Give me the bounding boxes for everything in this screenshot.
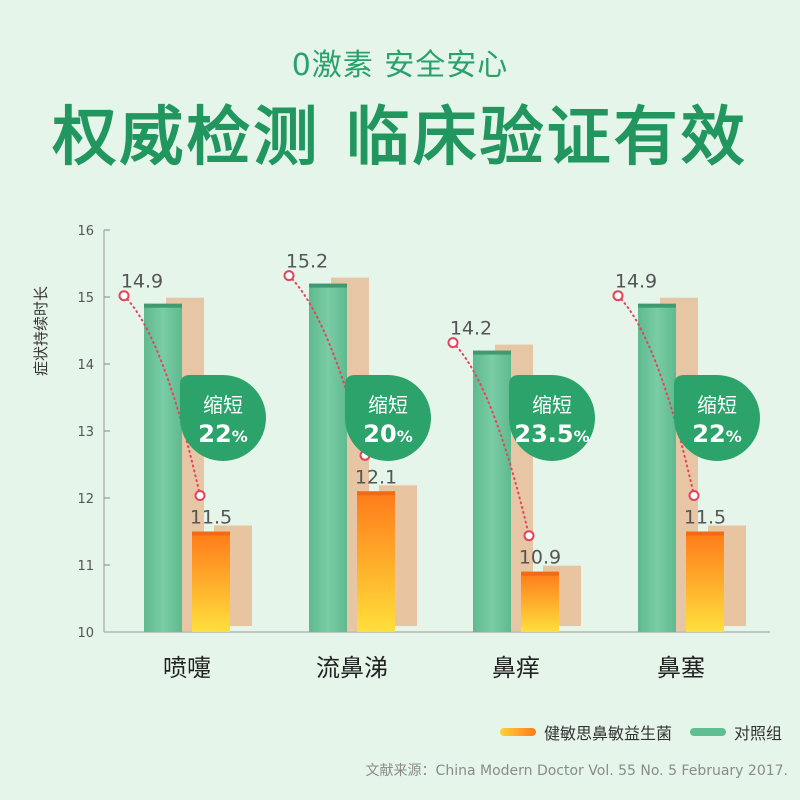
control-marker	[118, 290, 130, 302]
subtitle: 0激素 安全安心	[291, 48, 509, 83]
reduction-percent: 23.5%	[514, 420, 589, 448]
category-label: 流鼻涕	[316, 654, 388, 682]
reduction-percent: 22%	[692, 420, 741, 448]
treatment-bar-cap	[686, 531, 724, 536]
legend-swatch-control	[689, 728, 726, 736]
control-marker	[447, 337, 459, 349]
treatment-value-label: 11.5	[684, 507, 726, 529]
treatment-marker	[194, 490, 206, 501]
treatment-marker	[523, 530, 535, 542]
reduction-bubble	[674, 375, 760, 461]
source-citation: 文献来源：China Modern Doctor Vol. 55 No. 5 F…	[365, 763, 788, 779]
reduction-connector	[123, 294, 201, 497]
reduction-caption: 缩短	[532, 393, 572, 417]
category-label: 喷嚏	[163, 654, 211, 682]
treatment-value-label: 11.5	[190, 507, 232, 529]
category-label: 鼻痒	[492, 654, 540, 682]
legend-label-control: 对照组	[733, 724, 782, 743]
control-bar	[144, 303, 182, 632]
legend-item-treatment: 健敏思鼻敏益生菌	[499, 720, 672, 744]
reduction-caption: 缩短	[697, 393, 737, 417]
legend-swatch-treatment	[499, 728, 536, 736]
legend-label-treatment: 健敏思鼻敏益生菌	[543, 724, 672, 743]
control-bar-cap	[473, 350, 511, 355]
reduction-bubble	[180, 375, 266, 461]
treatment-value-label: 10.9	[519, 547, 561, 569]
reduction-bubble	[345, 375, 431, 461]
treatment-bar	[357, 491, 395, 632]
y-tick-label: 12	[77, 492, 94, 507]
treatment-bar	[521, 571, 559, 632]
legend: 健敏思鼻敏益生菌 对照组	[482, 720, 782, 744]
reduction-percent: 22%	[198, 420, 247, 448]
y-tick-label: 14	[77, 358, 94, 373]
treatment-value-label: 12.1	[355, 466, 397, 488]
treatment-bar	[192, 531, 230, 632]
reduction-caption: 缩短	[203, 393, 243, 417]
y-tick-label: 10	[77, 626, 94, 641]
reduction-percent: 20%	[363, 420, 412, 448]
control-bar-cap	[144, 303, 182, 308]
control-value-label: 14.9	[615, 271, 657, 293]
control-marker	[283, 270, 295, 282]
treatment-bar-cap	[357, 491, 395, 496]
y-axis-label: 症状持续时长	[32, 286, 50, 376]
control-value-label: 14.2	[450, 318, 492, 340]
reduction-caption: 缩短	[368, 393, 408, 417]
control-bar-cap	[638, 303, 676, 308]
treatment-bar	[686, 531, 724, 632]
control-value-label: 14.9	[121, 271, 163, 293]
treatment-bar-cap	[192, 531, 230, 536]
reduction-connector	[617, 294, 695, 497]
y-tick-label: 13	[77, 425, 94, 440]
control-value-label: 15.2	[286, 251, 328, 273]
control-bar	[638, 303, 676, 632]
y-tick-label: 15	[77, 291, 94, 306]
y-tick-label: 11	[77, 559, 94, 574]
page-title: 权威检测 临床验证有效	[52, 101, 748, 175]
control-bar	[473, 350, 511, 632]
treatment-bar-cap	[521, 571, 559, 576]
legend-item-control: 对照组	[689, 720, 782, 744]
reduction-connector	[452, 341, 530, 537]
treatment-marker	[688, 490, 700, 501]
control-bar-cap	[309, 283, 347, 288]
control-marker	[612, 290, 624, 302]
category-label: 鼻塞	[657, 654, 705, 682]
reduction-connector	[288, 274, 366, 457]
control-bar	[309, 283, 347, 632]
reduction-bubble	[509, 375, 595, 461]
y-tick-label: 16	[77, 224, 94, 239]
